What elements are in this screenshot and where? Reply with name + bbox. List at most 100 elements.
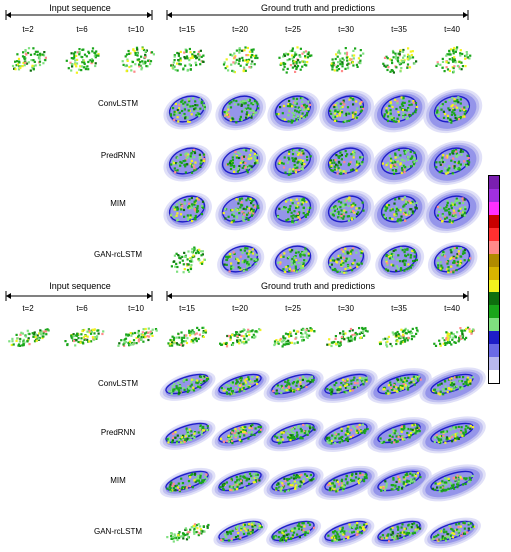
colorbar-segment xyxy=(489,344,499,358)
ground-truth-radar-image xyxy=(326,326,369,348)
prediction-radar-image xyxy=(163,92,212,130)
ground-truth-radar-image xyxy=(167,326,208,347)
prediction-radar-image xyxy=(318,518,375,548)
time-label: t=35 xyxy=(391,304,407,313)
model-label: GAN-rcLSTM xyxy=(94,527,142,536)
time-label: t=20 xyxy=(232,25,248,34)
time-label: t=10 xyxy=(128,25,144,34)
prediction-radar-image xyxy=(375,242,425,280)
prediction-radar-image xyxy=(315,417,378,452)
prediction-radar-image xyxy=(371,89,429,133)
prediction-radar-image xyxy=(215,91,266,131)
time-label: t=2 xyxy=(22,304,34,313)
model-label: PredRNN xyxy=(100,428,136,437)
prediction-radar-image xyxy=(266,518,322,548)
colorbar-segment xyxy=(489,227,499,241)
colorbar-segment xyxy=(489,318,499,332)
model-label: PredRNN xyxy=(100,151,136,160)
prediction-radar-image xyxy=(423,188,483,234)
prediction-radar-image xyxy=(319,142,375,184)
prediction-radar-image xyxy=(163,144,212,182)
colorbar-segment xyxy=(489,357,499,371)
ground-truth-radar-image xyxy=(273,327,316,348)
ground-truth-radar-image xyxy=(435,46,472,74)
colorbar-segment xyxy=(489,214,499,228)
input-radar-image xyxy=(11,47,47,72)
time-label: t=30 xyxy=(338,304,354,313)
prediction-radar-image xyxy=(267,90,321,131)
time-label: t=10 xyxy=(128,304,144,313)
colorbar-segment xyxy=(489,253,499,267)
prediction-radar-image xyxy=(427,241,478,280)
time-label: t=6 xyxy=(76,25,88,34)
input-radar-image xyxy=(65,47,100,74)
prediction-radar-image xyxy=(163,192,212,230)
ground-truth-header: Ground truth and predictions xyxy=(260,281,376,291)
model-label: ConvLSTM xyxy=(97,379,139,388)
ground-truth-header: Ground truth and predictions xyxy=(260,3,376,13)
prediction-radar-image xyxy=(159,419,216,450)
time-label: t=20 xyxy=(232,304,248,313)
prediction-radar-image xyxy=(367,465,432,501)
prediction-radar-image xyxy=(211,467,270,499)
ground-truth-radar-image xyxy=(222,46,259,74)
colorbar-segment xyxy=(489,305,499,319)
prediction-radar-image xyxy=(322,242,371,280)
time-label: t=25 xyxy=(285,304,301,313)
input-radar-image xyxy=(64,328,105,347)
header-arrows xyxy=(5,291,469,301)
prediction-radar-image xyxy=(371,517,428,548)
prediction-radar-image xyxy=(319,90,375,132)
colorbar-segment xyxy=(489,240,499,254)
colorbar-scale xyxy=(488,175,500,384)
prediction-radar-image xyxy=(170,246,206,274)
time-label: t=35 xyxy=(391,25,407,34)
prediction-radar-image xyxy=(367,417,432,453)
prediction-radar-image xyxy=(423,140,483,186)
prediction-radar-image xyxy=(319,190,375,232)
model-label: MIM xyxy=(110,476,126,485)
header-arrows xyxy=(5,10,469,20)
time-label: t=15 xyxy=(179,25,195,34)
prediction-radar-image xyxy=(263,369,324,403)
time-label: t=25 xyxy=(285,25,301,34)
prediction-radar-image xyxy=(315,368,378,403)
prediction-radar-image xyxy=(315,465,378,500)
prediction-radar-image xyxy=(159,370,216,401)
ground-truth-radar-image xyxy=(278,46,313,74)
prediction-radar-image xyxy=(263,466,324,500)
prediction-radar-image xyxy=(217,242,265,280)
input-radar-image xyxy=(117,327,158,347)
ground-truth-radar-image xyxy=(378,326,419,348)
colorbar-segment xyxy=(489,292,499,306)
prediction-radar-image xyxy=(419,464,486,502)
prediction-radar-image xyxy=(263,418,324,452)
colorbar-segment xyxy=(489,279,499,293)
prediction-radar-image xyxy=(423,88,483,134)
prediction-radar-image xyxy=(213,518,268,548)
colorbar-segment xyxy=(489,188,499,202)
prediction-radar-image xyxy=(166,523,210,543)
prediction-radar-image xyxy=(267,190,321,231)
input-radar-image xyxy=(121,46,155,73)
prediction-radar-image xyxy=(211,419,270,451)
colorbar-segment xyxy=(489,266,499,280)
colorbar-segment xyxy=(489,201,499,215)
ground-truth-radar-image xyxy=(433,326,475,347)
time-label: t=15 xyxy=(179,304,195,313)
ground-truth-radar-image xyxy=(219,328,262,348)
prediction-radar-image xyxy=(215,191,266,231)
input-sequence-header: Input sequence xyxy=(49,3,111,13)
input-radar-image xyxy=(8,328,50,347)
prediction-radar-image xyxy=(215,143,266,183)
colorbar-segment xyxy=(489,176,499,189)
ground-truth-radar-image xyxy=(330,47,365,73)
prediction-radar-image xyxy=(159,467,216,498)
time-label: t=40 xyxy=(444,304,460,313)
ground-truth-radar-image xyxy=(170,47,205,72)
model-label: GAN-rcLSTM xyxy=(94,250,142,259)
time-label: t=30 xyxy=(338,25,354,34)
prediction-radar-image xyxy=(419,367,486,405)
model-label: MIM xyxy=(110,199,126,208)
colorbar-segment xyxy=(489,331,499,345)
